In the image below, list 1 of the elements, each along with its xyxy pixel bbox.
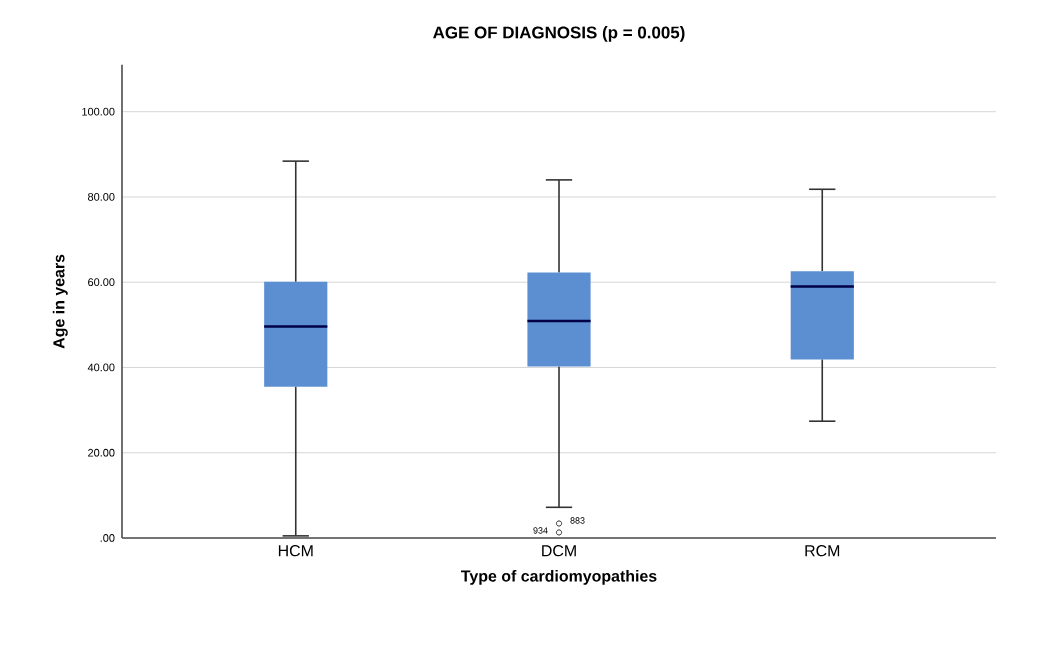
chart-title: AGE OF DIAGNOSIS (p = 0.005) <box>433 26 685 42</box>
